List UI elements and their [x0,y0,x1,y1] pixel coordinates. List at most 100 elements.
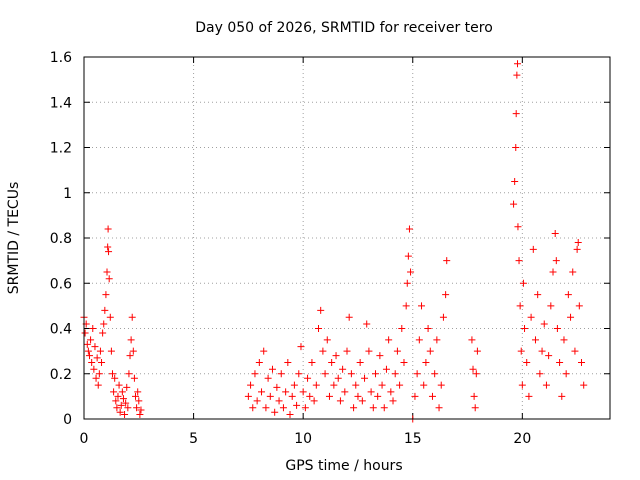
data-point-marker [260,347,268,355]
data-point-marker [262,404,270,412]
data-points [80,60,588,423]
data-point-marker [99,329,107,337]
data-point-marker [564,291,572,299]
data-point-marker [424,325,432,332]
data-point-marker [297,343,305,351]
data-point-marker [101,306,109,314]
data-point-marker [512,144,520,151]
data-point-marker [288,392,296,400]
data-point-marker [350,404,358,412]
data-point-marker [264,374,272,382]
data-point-marker [118,388,126,396]
plot-frame [83,56,611,420]
data-point-marker [88,358,96,366]
data-point-marker [102,291,110,299]
data-point-marker [527,313,535,321]
data-point-marker [534,291,542,299]
data-point-marker [473,347,481,355]
data-point-marker [361,374,369,382]
y-tick-label: 1.4 [50,95,72,111]
data-point-marker [468,336,476,344]
data-point-marker [540,320,548,328]
data-point-marker [407,268,415,276]
data-point-marker [301,404,309,412]
data-point-marker [352,381,360,389]
data-point-marker [551,229,559,237]
data-point-marker [405,225,413,233]
data-point-marker [290,381,298,389]
data-point-marker [376,352,384,360]
data-point-marker [385,336,393,344]
data-point-marker [135,397,143,405]
data-point-marker [415,336,423,344]
data-point-marker [98,358,106,366]
data-point-marker [304,374,312,382]
data-point-marker [470,392,478,400]
data-point-marker [567,313,575,321]
data-point-marker [553,325,561,332]
data-point-marker [515,257,523,265]
data-point-marker [100,320,108,328]
y-tick-label: 0 [63,412,72,428]
data-point-marker [341,388,349,396]
y-tick-label: 1 [63,186,72,202]
data-point-marker [315,325,323,332]
data-point-marker [538,347,546,355]
data-point-marker [244,392,252,400]
data-point-marker [133,404,141,412]
data-point-marker [472,370,480,378]
data-point-marker [413,370,421,378]
data-point-marker [90,365,98,373]
data-point-marker [422,358,430,366]
data-point-marker [251,370,259,378]
data-point-marker [562,370,570,378]
data-point-marker [107,347,115,355]
x-tick-label: 5 [189,431,198,447]
data-point-marker [295,370,303,378]
data-point-marker [136,410,144,418]
data-point-marker [437,381,445,389]
data-point-marker [115,381,123,389]
data-point-marker [536,370,544,378]
y-tick-label: 1.6 [50,50,72,66]
data-point-marker [514,223,522,231]
data-point-marker [571,347,579,355]
data-point-marker [403,279,411,287]
data-point-marker [105,275,113,283]
data-point-marker [525,392,533,400]
data-point-marker [431,370,439,378]
data-point-marker [321,370,329,378]
data-point-marker [81,329,89,337]
data-point-marker [517,347,525,355]
data-point-marker [354,392,362,400]
data-point-marker [96,347,104,355]
data-point-marker [106,313,114,321]
data-point-marker [511,177,519,185]
data-point-marker [510,200,518,208]
data-point-marker [471,404,479,412]
data-point-marker [249,404,257,412]
data-point-marker [112,397,120,405]
data-point-marker [134,388,142,396]
data-point-marker [266,392,274,400]
data-point-marker [105,248,113,256]
data-point-marker [569,268,577,276]
data-point-marker [282,388,290,396]
data-point-marker [336,397,344,405]
data-point-marker [116,408,124,416]
data-point-marker [428,392,436,400]
data-point-marker [111,374,119,382]
data-point-marker [418,302,426,310]
data-point-marker [393,347,401,355]
data-point-marker [469,365,477,373]
data-point-marker [356,358,364,366]
x-tick-label: 20 [513,431,531,447]
data-point-marker [367,388,375,396]
data-point-marker [398,325,406,332]
y-tick-label: 0.8 [50,231,72,247]
data-point-marker [442,291,450,299]
data-point-marker [306,392,314,400]
y-axis-label: SRMTID / TECUs [6,182,22,295]
data-point-marker [378,381,386,389]
